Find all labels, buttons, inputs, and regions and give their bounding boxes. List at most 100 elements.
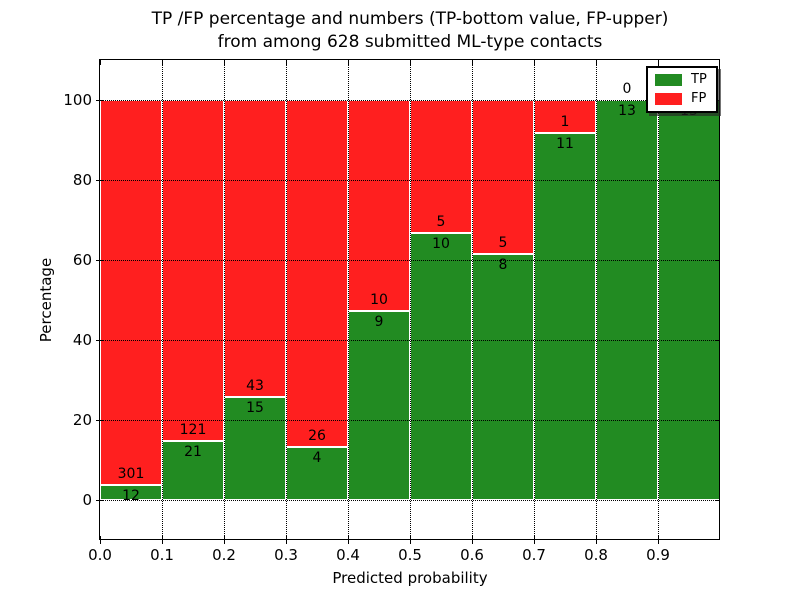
bar-label-fp: 43 — [246, 377, 264, 394]
y-tick-mark — [96, 340, 104, 341]
y-tick-mark — [96, 500, 104, 501]
x-tick-label: 0.9 — [646, 546, 670, 564]
x-tick-mark — [224, 60, 225, 65]
y-tick-mark — [715, 420, 720, 421]
bar-label-tp: 12 — [122, 487, 140, 504]
bar-segment-fp — [472, 100, 534, 254]
y-tick-mark — [715, 260, 720, 261]
x-tick-label: 0.2 — [212, 546, 236, 564]
bar-segment-fp — [348, 100, 410, 311]
x-tick-label: 0.8 — [584, 546, 608, 564]
bar-segment-tp — [348, 310, 410, 500]
y-tick-label: 80 — [72, 171, 92, 189]
bar-segment-fp — [100, 100, 162, 485]
x-tick-mark — [286, 536, 287, 544]
bar-segment-tp — [596, 100, 658, 500]
y-tick-label: 60 — [72, 251, 92, 269]
x-tick-label: 0.0 — [88, 546, 112, 564]
gridline-vertical — [534, 60, 535, 540]
legend-label-fp: FP — [691, 91, 707, 106]
legend-swatch-tp-icon — [655, 74, 682, 86]
gridline-vertical — [410, 60, 411, 540]
gridline-vertical — [658, 60, 659, 540]
x-tick-mark — [348, 536, 349, 544]
x-tick-mark — [224, 536, 225, 544]
bar-segment-tp — [658, 100, 720, 500]
y-tick-mark — [96, 260, 104, 261]
bar-label-fp: 0 — [622, 81, 632, 97]
bar-segment-fp — [286, 100, 348, 447]
legend: TP FP — [646, 66, 718, 113]
chart-title-line-1: TP /FP percentage and numbers (TP-bottom… — [151, 9, 669, 29]
bar-label-fp: 5 — [436, 214, 446, 231]
gridline-vertical — [348, 60, 349, 540]
x-tick-label: 0.1 — [150, 546, 174, 564]
y-tick-mark — [96, 420, 104, 421]
x-tick-mark — [348, 60, 349, 65]
x-tick-mark — [100, 536, 101, 544]
legend-label-tp: TP — [691, 72, 707, 87]
y-tick-label: 20 — [72, 411, 92, 429]
y-tick-label: 40 — [72, 331, 92, 349]
bar-label-fp: 5 — [498, 234, 508, 251]
gridline-vertical — [596, 60, 597, 540]
bar-label-fp: 301 — [117, 465, 145, 482]
gridline-vertical — [286, 60, 287, 540]
bar-label-fp: 121 — [179, 421, 207, 438]
y-tick-mark — [96, 100, 104, 101]
x-tick-mark — [472, 60, 473, 65]
legend-item-fp: FP — [655, 92, 707, 106]
bar-label-tp: 11 — [556, 136, 574, 153]
x-tick-mark — [534, 60, 535, 65]
bar-label-tp: 13 — [618, 103, 636, 119]
bar-label-tp: 10 — [432, 236, 450, 253]
y-tick-mark — [715, 500, 720, 501]
x-tick-mark — [410, 536, 411, 544]
x-axis-label: Predicted probability — [332, 569, 488, 587]
bar-label-tp: 8 — [498, 256, 508, 273]
bar-segment-tp — [534, 133, 596, 500]
bar-segment-tp — [472, 253, 534, 500]
bar-label-fp: 26 — [308, 427, 326, 444]
x-tick-mark — [100, 60, 101, 65]
bar-segment-tp — [162, 440, 224, 500]
x-tick-mark — [534, 536, 535, 544]
gridline-vertical — [224, 60, 225, 540]
x-tick-label: 0.6 — [460, 546, 484, 564]
legend-item-tp: TP — [655, 73, 707, 87]
y-tick-mark — [715, 340, 720, 341]
bar-segment-tp — [100, 484, 162, 500]
bar-label-fp: 1 — [560, 114, 570, 131]
x-tick-mark — [596, 536, 597, 544]
x-tick-label: 0.4 — [336, 546, 360, 564]
x-tick-mark — [658, 60, 659, 65]
y-tick-mark — [715, 180, 720, 181]
legend-swatch-fp-icon — [655, 93, 682, 105]
bar-segment-tp — [410, 233, 472, 500]
bar-segment-fp — [224, 100, 286, 397]
bar-segment-fp — [410, 100, 472, 234]
bar-label-fp: 10 — [370, 291, 388, 308]
bar-segment-fp — [162, 100, 224, 441]
y-tick-label: 100 — [63, 91, 92, 109]
chart-title-line-2: from among 628 submitted ML-type contact… — [217, 32, 603, 52]
bar-segment-tp — [286, 446, 348, 500]
x-tick-label: 0.3 — [274, 546, 298, 564]
bar-label-tp: 21 — [184, 443, 202, 460]
gridline-vertical — [162, 60, 163, 540]
bar-label-tp: 15 — [246, 399, 264, 416]
bar-label-tp: 9 — [374, 313, 384, 330]
x-tick-label: 0.5 — [398, 546, 422, 564]
x-tick-label: 0.7 — [522, 546, 546, 564]
bar-label-tp: 4 — [312, 449, 322, 466]
y-tick-label: 0 — [82, 491, 92, 509]
y-axis-label: Percentage — [37, 257, 55, 343]
x-tick-mark — [472, 536, 473, 544]
x-tick-mark — [410, 60, 411, 65]
x-tick-mark — [658, 536, 659, 544]
gridline-vertical — [472, 60, 473, 540]
x-tick-mark — [596, 60, 597, 65]
y-tick-mark — [96, 180, 104, 181]
x-tick-mark — [162, 536, 163, 544]
